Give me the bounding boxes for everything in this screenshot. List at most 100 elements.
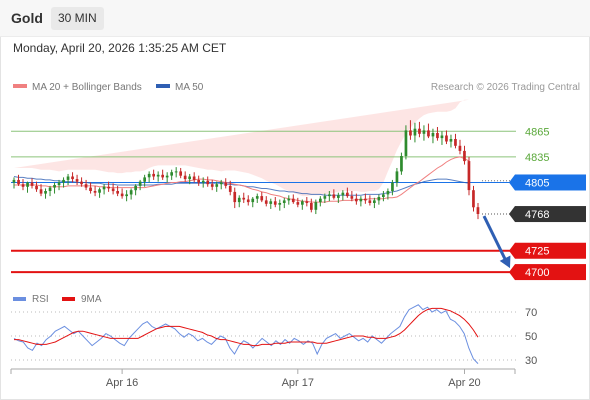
level-tag-4725 — [515, 242, 586, 259]
candle-body — [377, 197, 381, 201]
candle-body — [206, 180, 210, 185]
candle-body — [404, 130, 408, 156]
rsi-tick-30: 30 — [525, 355, 537, 367]
candle-body — [400, 156, 403, 172]
candle-body — [120, 193, 124, 197]
candle-body — [26, 182, 29, 187]
rsi-line — [13, 304, 479, 364]
candle-body — [310, 203, 313, 210]
candle-body — [472, 190, 475, 208]
level-tag-4768 — [515, 206, 586, 223]
ma20-line — [14, 156, 470, 203]
candle-body — [215, 184, 219, 187]
candle-body — [152, 173, 155, 177]
candle-body — [337, 195, 340, 198]
candle-body — [224, 182, 228, 186]
date-time-label: Monday, April 20, 2026 1:35:25 AM CET — [13, 41, 227, 55]
candle-body — [93, 191, 97, 193]
candle-body — [35, 185, 38, 190]
level-label-4805: 4805 — [525, 177, 549, 189]
candle-body — [30, 182, 34, 186]
candle-body — [80, 181, 83, 185]
candle-body — [237, 197, 241, 203]
candle-body — [246, 199, 250, 203]
candle-body — [260, 196, 264, 201]
candle-body — [143, 177, 146, 182]
candle-body — [71, 176, 74, 180]
candle-body — [409, 130, 412, 136]
candle-body — [350, 196, 354, 199]
candle-body — [341, 192, 345, 196]
candle-body — [386, 191, 390, 195]
candle-body — [12, 179, 16, 183]
candle-body — [75, 179, 79, 182]
candle-body — [314, 202, 318, 210]
candle-body — [251, 198, 255, 203]
candle-body — [48, 187, 52, 191]
rsi-ma-legend-label: 9MA — [81, 294, 102, 305]
level-label-4768: 4768 — [525, 209, 549, 221]
candle-body — [431, 133, 435, 137]
candle-body — [305, 201, 309, 203]
candle-body — [413, 128, 417, 136]
candle-body — [454, 139, 457, 146]
rsi-ma-legend-swatch — [62, 297, 75, 301]
candle-body — [319, 198, 322, 203]
level-label-4700: 4700 — [525, 267, 549, 279]
candle-body — [102, 186, 106, 190]
candle-body — [427, 130, 430, 137]
candle-body — [107, 186, 110, 189]
candle-body — [368, 200, 372, 203]
candle-body — [445, 135, 448, 142]
rsi-legend-label: RSI — [32, 294, 49, 305]
level-tag-pointer — [509, 242, 515, 259]
candle-body — [458, 145, 462, 151]
candle-body — [346, 192, 349, 197]
price-pane: 4865 4835 4805 4768 4725 4700 — [11, 99, 586, 281]
candle-body — [125, 194, 128, 197]
candle-body — [219, 182, 223, 185]
x-tick-label: Apr 17 — [282, 377, 314, 389]
rsi-pane: 70 50 30 — [11, 304, 537, 367]
rsi-ma-line — [14, 307, 479, 347]
x-tick-label: Apr 16 — [106, 377, 138, 389]
candle-body — [228, 185, 232, 192]
rsi-legend-swatch — [13, 297, 26, 301]
candle-body — [301, 201, 304, 205]
candle-body — [138, 181, 142, 186]
candle-body — [440, 135, 444, 139]
candle-body — [463, 150, 466, 162]
candle-body — [89, 187, 92, 191]
candle-body — [170, 172, 173, 176]
candle-body — [355, 198, 358, 202]
candle-body — [373, 200, 376, 203]
candle-body — [179, 171, 182, 176]
candle-body — [255, 196, 259, 199]
candle-body — [364, 198, 367, 201]
candle-body — [395, 171, 399, 183]
forecast-arrow-line — [482, 215, 509, 264]
candle-body — [21, 184, 25, 187]
candle-body — [53, 185, 56, 188]
candle-body — [269, 201, 273, 204]
timeframe-button[interactable]: 30 MIN — [51, 7, 104, 30]
candle-body — [66, 176, 70, 180]
candle-body — [156, 174, 160, 177]
candle-body — [467, 161, 471, 191]
candle-body — [134, 185, 137, 191]
candle-body — [296, 202, 300, 205]
level-label-4865: 4865 — [525, 126, 549, 138]
candle-body — [147, 173, 151, 178]
header-bar: Gold 30 MIN — [0, 0, 590, 37]
ma20-legend-swatch — [13, 84, 27, 88]
candle-body — [332, 194, 336, 198]
candle-body — [422, 130, 426, 134]
candle-body — [183, 175, 187, 180]
candle-body — [242, 197, 246, 200]
level-tag-pointer — [509, 174, 515, 191]
candle-body — [391, 182, 394, 191]
candle-body — [129, 190, 133, 195]
level-tag-4700 — [515, 264, 586, 281]
symbol-title: Gold — [11, 10, 43, 26]
